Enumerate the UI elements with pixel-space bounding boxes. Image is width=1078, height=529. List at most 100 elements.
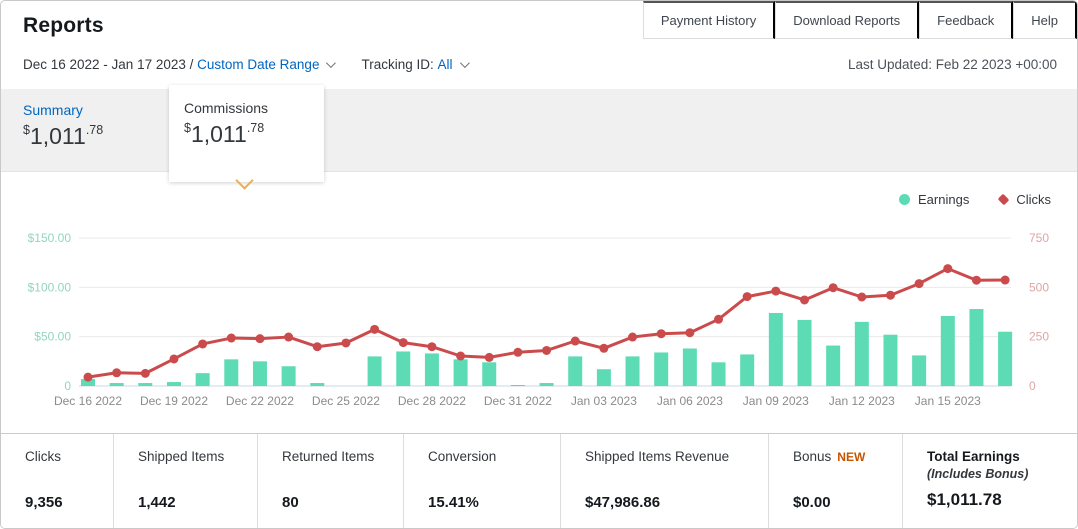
earnings-bar [138,383,153,386]
commissions-label: Commissions [184,100,269,116]
left-axis-tick: 0 [64,379,71,393]
x-axis-tick: Jan 09 2023 [743,394,809,408]
earnings-bar [998,331,1013,386]
chevron-down-icon[interactable] [459,58,470,69]
stat-shipped-items-revenue: Shipped Items Revenue $47,986.86 [561,434,769,528]
legend-earnings[interactable]: Earnings [899,192,969,207]
stat-label: Total Earnings [927,449,1020,464]
earnings-bar [682,348,697,386]
stat-label: Clicks [25,449,61,464]
earnings-bar [482,362,497,386]
feedback-button[interactable]: Feedback [919,1,1014,39]
clicks-point [112,368,122,378]
stat-bonus: Bonus NEW $0.00 [769,434,903,528]
stat-sublabel: (Includes Bonus) [927,467,1029,481]
right-axis-tick: 500 [1029,280,1049,294]
clicks-point [427,342,437,352]
currency-sign: $ [184,121,191,136]
clicks-point [1000,275,1010,285]
clicks-point [971,275,981,285]
earnings-bar [310,383,325,386]
new-badge: NEW [837,450,866,464]
right-axis-tick: 750 [1029,231,1049,245]
summary-amount: $1,011.78 [23,123,103,150]
earnings-bar [166,382,181,386]
clicks-point [226,333,236,343]
clicks-point [140,368,150,378]
x-axis-tick: Dec 31 2022 [484,394,552,408]
earnings-bar [224,359,239,386]
chevron-down-icon[interactable] [326,58,337,69]
earnings-bar [768,312,783,386]
stat-value: 15.41% [428,494,479,511]
clicks-point [255,334,265,344]
x-axis-tick: Dec 28 2022 [398,394,466,408]
tracking-id-label: Tracking ID: [361,57,434,72]
clicks-point [914,279,924,289]
clicks-point [198,339,208,349]
earnings-bar [826,345,841,386]
tracking-id-value-link[interactable]: All [437,57,453,72]
earnings-bar [510,385,525,386]
earnings-bar [252,361,267,386]
x-axis-tick: Dec 25 2022 [312,394,380,408]
custom-date-range-link[interactable]: Custom Date Range [197,57,320,72]
commissions-amount: $1,011.78 [184,121,324,148]
x-axis-tick: Jan 12 2023 [829,394,895,408]
earnings-bar [854,321,869,386]
clicks-point [398,338,408,348]
clicks-point [771,286,781,296]
page-title: Reports [23,14,104,37]
stat-value: 1,442 [138,494,176,511]
clicks-point [542,345,552,355]
chart-legend: Earnings Clicks [899,192,1051,207]
earnings-bar [109,383,124,386]
date-range-text: Dec 16 2022 - Jan 17 2023 / [23,57,194,72]
stats-bar: Clicks 9,356 Shipped Items 1,442 Returne… [1,433,1077,528]
stat-label: Conversion [428,449,497,464]
chart-panel: 0 0 $50.00 250 $100.00 500 $150.00 750 Dec 16 20… [1,172,1077,433]
payment-history-button[interactable]: Payment History [642,1,776,39]
clicks-point [714,314,724,324]
commissions-dropdown-card[interactable]: Commissions $1,011.78 [169,85,324,182]
earnings-bar [654,352,669,386]
stat-label: Bonus NEW [793,449,866,464]
clicks-point [513,347,523,357]
amount-cents: .78 [85,123,104,138]
stat-value: $1,011.78 [927,490,1002,509]
clicks-point [800,295,809,305]
stat-shipped-items: Shipped Items 1,442 [114,434,258,528]
earnings-bar [568,356,583,386]
x-axis-tick: Jan 06 2023 [657,394,723,408]
legend-clicks-label: Clicks [1016,192,1051,207]
clicks-point [370,324,380,334]
clicks-point [599,343,609,353]
left-axis-tick: $150.00 [28,231,72,245]
currency-sign: $ [23,123,30,138]
help-button[interactable]: Help [1013,1,1077,39]
clicks-point [656,329,666,339]
x-axis-tick: Dec 22 2022 [226,394,294,408]
summary-tab-label: Summary [23,102,83,118]
right-axis-tick: 250 [1029,330,1049,344]
earnings-bar [625,356,640,386]
earnings-bar [969,309,984,386]
earnings-bar [912,355,927,386]
right-axis-tick: 0 [1029,379,1036,393]
left-axis-tick: $50.00 [34,330,71,344]
clicks-point [570,336,580,346]
download-reports-button[interactable]: Download Reports [775,1,920,39]
amount-main: 1,011 [29,123,86,149]
tab-summary[interactable]: Summary $1,011.78 [23,102,103,150]
clicks-point [828,283,838,293]
last-updated-text: Last Updated: Feb 22 2023 +00:00 [847,57,1057,72]
clicks-point [284,332,294,342]
clicks-point [341,338,351,348]
earnings-bar [367,356,382,386]
clicks-point [169,354,179,364]
earnings-bar [81,379,95,386]
legend-clicks[interactable]: Clicks [997,192,1051,207]
stat-value: $0.00 [793,494,831,511]
x-axis-tick: Dec 16 2022 [54,394,122,408]
